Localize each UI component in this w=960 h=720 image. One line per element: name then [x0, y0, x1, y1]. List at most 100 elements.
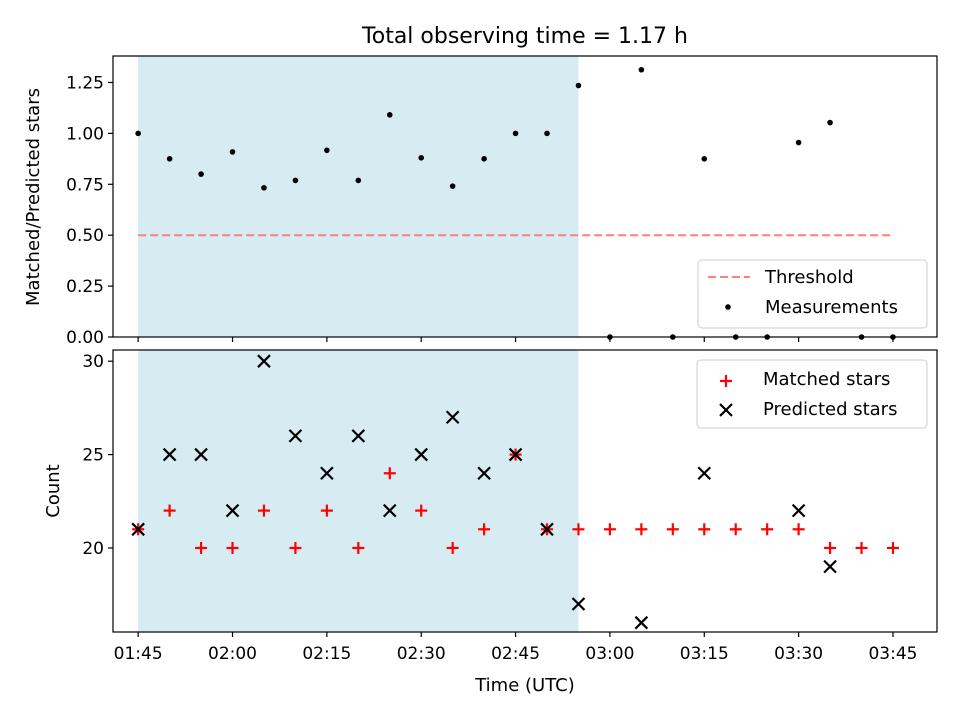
y-tick-label: 30 — [82, 352, 104, 372]
y-tick-label: 0.00 — [66, 328, 104, 348]
predicted-star-marker — [288, 429, 303, 443]
legend-matched-swatch — [720, 375, 732, 387]
predicted-star-marker — [634, 615, 649, 630]
bottom-panel-shaded-span — [138, 350, 579, 632]
matched-star-marker — [415, 504, 428, 517]
measurement-point — [355, 177, 362, 184]
top-panel-frame — [112, 55, 938, 338]
predicted-star-marker — [823, 559, 837, 574]
matched-star-marker — [352, 541, 365, 554]
matched-star-marker — [289, 541, 302, 554]
matched-star-marker — [635, 523, 648, 536]
bottom-panel: 20 25 30 01:45 02:00 02:15 02:30 02:45 03:00 03:… — [43, 349, 938, 696]
y-tick-label: 25 — [82, 446, 104, 466]
predicted-star-marker — [351, 429, 366, 443]
x-tick-label: 03:15 — [680, 644, 729, 664]
x-tick-label: 02:00 — [208, 644, 257, 664]
y-tick-label: 1.25 — [66, 73, 104, 93]
matched-star-marker — [320, 504, 333, 517]
x-tick-label: 02:30 — [397, 644, 446, 664]
predicted-star-marker — [697, 466, 712, 481]
y-tick-label: 0.75 — [66, 175, 104, 195]
predicted-star-marker — [225, 503, 240, 518]
predicted-star-marker — [131, 522, 145, 537]
top-panel-shaded-span — [138, 56, 579, 337]
matched-star-marker — [226, 541, 239, 554]
x-tick-label: 03:45 — [868, 644, 917, 664]
x-tick-label: 03:30 — [774, 644, 823, 664]
y-tick-label: 1.00 — [66, 124, 104, 144]
measurement-point — [198, 171, 204, 177]
matched-star-marker — [478, 523, 491, 536]
predicted-star-marker — [414, 447, 428, 462]
matched-star-marker — [761, 523, 774, 536]
x-tick-label: 02:15 — [302, 644, 351, 664]
legend-matched-label: Matched stars — [763, 369, 890, 390]
matched-star-marker — [257, 504, 270, 517]
measurement-point — [575, 82, 582, 89]
measurement-point — [386, 112, 393, 118]
predicted-star-marker — [508, 447, 523, 462]
chart-title: Total observing time = 1.17 h — [361, 24, 688, 49]
y-tick-label: 20 — [82, 539, 104, 559]
predicted-star-marker — [791, 503, 806, 518]
predicted-star-marker — [194, 447, 208, 462]
matched-star-marker — [698, 523, 711, 536]
legend-predicted-swatch — [719, 403, 733, 417]
predicted-star-marker — [382, 503, 397, 518]
top-panel: 0.00 0.25 0.50 0.75 1.00 1.25 Matched/Predict… — [23, 55, 938, 348]
legend-measurements-swatch — [725, 304, 731, 310]
measurement-point — [638, 66, 645, 73]
top-y-axis-label: Matched/Predicted stars — [23, 88, 44, 306]
predicted-star-marker — [571, 597, 586, 611]
y-tick-label: 0.25 — [66, 277, 104, 297]
measurement-point — [512, 130, 519, 137]
matched-star-marker — [729, 523, 742, 536]
matched-star-marker — [886, 541, 899, 554]
measurement-point — [701, 156, 708, 162]
x-axis-label: Time (UTC) — [474, 675, 575, 696]
bottom-legend: Matched stars Predicted stars — [696, 359, 928, 429]
predicted-star-marker — [320, 466, 334, 481]
bottom-y-axis-label: Count — [43, 464, 64, 517]
top-legend: Threshold Measurements — [697, 259, 928, 329]
measurement-point — [229, 149, 236, 155]
x-tick-label: 03:00 — [585, 644, 634, 664]
measurement-point — [544, 130, 550, 137]
predicted-star-marker — [477, 466, 491, 481]
bottom-panel-frame — [112, 349, 938, 633]
measurement-point — [166, 156, 173, 162]
measurement-point — [135, 130, 141, 137]
matched-star-marker — [855, 541, 868, 554]
measurement-point — [795, 139, 802, 146]
matched-star-marker — [824, 541, 837, 554]
predicted-star-marker — [540, 522, 554, 537]
predicted-star-marker — [445, 410, 460, 425]
x-tick-label: 01:45 — [114, 644, 163, 664]
matched-star-marker — [163, 504, 176, 517]
predicted-star-marker — [162, 447, 177, 462]
matched-star-marker — [195, 541, 208, 554]
matched-star-marker — [603, 523, 616, 536]
measurement-point — [481, 156, 487, 162]
y-tick-label: 0.50 — [66, 226, 104, 246]
measurement-point — [449, 183, 456, 189]
measurement-point — [292, 177, 299, 184]
measurement-point — [827, 119, 833, 126]
matched-star-marker — [383, 467, 396, 480]
matched-star-marker — [666, 523, 679, 536]
legend-threshold-label: Threshold — [764, 267, 854, 288]
measurement-point — [418, 155, 425, 161]
measurement-point — [324, 147, 330, 154]
x-tick-label: 02:45 — [491, 644, 540, 664]
predicted-star-marker — [257, 354, 271, 368]
legend-measurements-label: Measurements — [765, 297, 898, 318]
measurement-point — [261, 184, 267, 191]
matched-star-marker — [572, 523, 585, 536]
matched-star-marker — [792, 523, 805, 536]
legend-predicted-label: Predicted stars — [763, 399, 897, 420]
bottom-legend-box — [696, 359, 928, 429]
matched-star-marker — [446, 541, 459, 554]
top-legend-box — [697, 259, 928, 329]
